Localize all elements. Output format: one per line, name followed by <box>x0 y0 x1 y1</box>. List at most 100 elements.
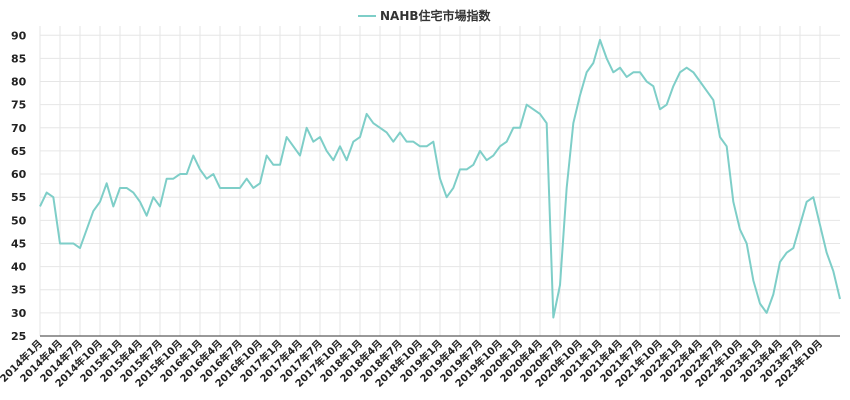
data-point <box>832 270 835 273</box>
data-point <box>439 177 442 180</box>
data-point <box>412 140 415 143</box>
y-tick-label: 90 <box>11 29 27 42</box>
data-point <box>332 159 335 162</box>
data-point <box>199 168 202 171</box>
y-tick-label: 25 <box>11 330 26 343</box>
data-point <box>465 168 468 171</box>
data-point <box>205 177 208 180</box>
data-point <box>79 247 82 250</box>
data-point <box>252 186 255 189</box>
legend-label: NAHB住宅市場指数 <box>380 8 492 23</box>
data-point <box>645 80 648 83</box>
data-point <box>45 191 48 194</box>
data-point <box>785 251 788 254</box>
data-point <box>179 173 182 176</box>
data-point <box>385 131 388 134</box>
data-point <box>652 85 655 88</box>
data-point <box>305 126 308 129</box>
data-point <box>799 223 802 226</box>
data-point <box>259 182 262 185</box>
data-point <box>365 112 368 115</box>
y-tick-label: 60 <box>11 168 27 181</box>
data-point <box>312 140 315 143</box>
data-point <box>779 260 782 263</box>
data-point <box>632 71 635 74</box>
data-point <box>745 242 748 245</box>
y-tick-label: 45 <box>11 237 26 250</box>
data-point <box>732 200 735 203</box>
data-point <box>85 228 88 231</box>
data-point <box>159 205 162 208</box>
data-point <box>532 108 535 111</box>
data-point <box>605 57 608 60</box>
data-point <box>39 205 42 208</box>
x-axis-tick-labels: 2014年1月2014年4月2014年7月2014年10月2015年1月2015… <box>0 337 825 390</box>
data-point <box>112 205 115 208</box>
data-point <box>99 200 102 203</box>
data-point <box>765 311 768 314</box>
data-point <box>552 316 555 319</box>
data-point <box>712 99 715 102</box>
data-point <box>752 279 755 282</box>
data-point <box>492 154 495 157</box>
y-tick-label: 75 <box>11 99 26 112</box>
data-point <box>299 154 302 157</box>
data-point <box>92 210 95 213</box>
y-axis-tick-labels: 25 30 35 40 45 50 55 60 65 70 75 80 85 90 <box>11 29 27 343</box>
data-point <box>239 186 242 189</box>
data-point <box>485 159 488 162</box>
data-point <box>805 200 808 203</box>
data-point <box>265 154 268 157</box>
data-point <box>145 214 148 217</box>
data-point <box>125 186 128 189</box>
data-point <box>225 186 228 189</box>
series-line-nahb[interactable] <box>39 38 841 319</box>
data-point <box>825 251 828 254</box>
data-point <box>405 140 408 143</box>
data-point <box>59 242 62 245</box>
data-point <box>399 131 402 134</box>
data-point <box>292 145 295 148</box>
data-point <box>572 122 575 125</box>
data-point <box>599 38 602 41</box>
data-point <box>592 62 595 65</box>
data-point <box>479 149 482 152</box>
data-point <box>325 149 328 152</box>
data-point <box>459 168 462 171</box>
data-point <box>612 71 615 74</box>
data-point <box>319 136 322 139</box>
data-point <box>339 145 342 148</box>
data-point <box>219 186 222 189</box>
data-point <box>839 297 842 300</box>
data-point <box>132 191 135 194</box>
data-point <box>419 145 422 148</box>
data-point <box>345 159 348 162</box>
data-point <box>585 71 588 74</box>
data-point <box>105 182 108 185</box>
data-point <box>665 103 668 106</box>
data-point <box>372 122 375 125</box>
data-point <box>165 177 168 180</box>
data-point <box>672 85 675 88</box>
data-point <box>212 173 215 176</box>
y-tick-label: 50 <box>11 214 27 227</box>
data-point <box>685 66 688 69</box>
data-point <box>819 223 822 226</box>
data-point <box>512 126 515 129</box>
data-point <box>185 173 188 176</box>
data-point <box>719 136 722 139</box>
data-point <box>539 112 542 115</box>
data-point <box>639 71 642 74</box>
data-point <box>119 186 122 189</box>
data-point <box>725 145 728 148</box>
data-point <box>279 163 282 166</box>
data-point <box>192 154 195 157</box>
data-point <box>352 140 355 143</box>
data-point <box>499 145 502 148</box>
data-point <box>739 228 742 231</box>
data-point <box>699 80 702 83</box>
data-point <box>692 71 695 74</box>
chart-legend[interactable]: NAHB住宅市場指数 <box>358 8 492 23</box>
data-point <box>392 140 395 143</box>
data-point <box>759 302 762 305</box>
